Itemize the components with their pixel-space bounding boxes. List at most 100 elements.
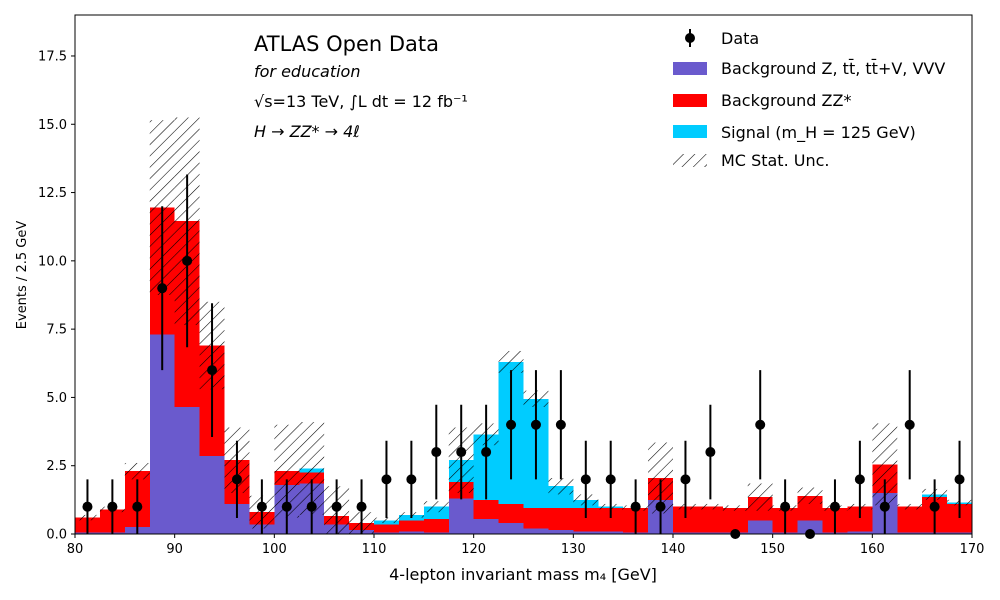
unc-band-bin25 — [697, 503, 723, 510]
unc-band-bin2 — [124, 462, 150, 480]
data-point-19 — [555, 419, 566, 430]
data-point-7 — [256, 501, 267, 512]
data-point-12 — [381, 474, 392, 485]
bar-series0-bin18 — [523, 528, 549, 534]
unc-band-bin12 — [374, 517, 399, 524]
data-point-14 — [431, 447, 442, 458]
data-point-27 — [755, 419, 766, 430]
data-point-16 — [481, 447, 492, 458]
data-point-13 — [406, 474, 417, 485]
y-tick-label-3: 7.5 — [46, 323, 67, 338]
legend-swatch-mc-stat-unc — [673, 154, 707, 167]
bar-series0-bin14 — [423, 532, 449, 534]
data-point-8 — [281, 501, 292, 512]
bar-series0-bin24 — [673, 532, 698, 534]
data-point-23 — [655, 501, 666, 512]
legend-label-background-zz: Background ZZ* — [721, 91, 851, 110]
bar-series0-bin17 — [498, 523, 524, 534]
bar-series1-bin33 — [897, 506, 923, 533]
x-tick-label-4: 120 — [461, 542, 486, 557]
data-point-22 — [630, 501, 641, 512]
x-tick-label-3: 110 — [362, 542, 387, 557]
bar-series0-bin31 — [847, 531, 873, 534]
data-point-17 — [506, 419, 517, 430]
y-tick-label-7: 17.5 — [38, 49, 67, 64]
process-label: H → ZZ* → 4ℓ — [254, 122, 360, 141]
data-point-20 — [580, 474, 591, 485]
data-point-25 — [705, 447, 716, 458]
data-point-1 — [107, 501, 118, 512]
bar-series1-bin12 — [374, 524, 399, 533]
atlas-subtitle: for education — [254, 62, 360, 81]
bar-series0-bin16 — [473, 518, 499, 534]
x-tick-label-9: 170 — [960, 542, 985, 557]
data-point-33 — [904, 419, 915, 430]
bar-series0-bin33 — [897, 532, 923, 534]
bar-series1-bin18 — [523, 508, 549, 529]
legend-swatch-background-zz — [673, 94, 707, 107]
bar-series1-bin26 — [722, 508, 748, 533]
data-point-3 — [157, 283, 168, 294]
y-tick-label-2: 5.0 — [46, 391, 67, 406]
bar-series1-bin13 — [398, 520, 424, 532]
bar-series1-bin16 — [473, 499, 499, 519]
bar-series1-bin21 — [598, 508, 624, 532]
legend-label-background-other: Background Z, tt̄, tt̄+V, VVV — [721, 59, 945, 78]
bar-series1-bin17 — [498, 503, 524, 524]
x-tick-label-6: 140 — [661, 542, 686, 557]
bar-series1-bin20 — [573, 508, 599, 532]
data-point-5 — [207, 365, 218, 376]
legend-swatch-background-other — [673, 62, 707, 75]
bar-series1-bin19 — [548, 508, 574, 530]
y-tick-label-6: 15.0 — [38, 118, 67, 133]
data-point-28 — [780, 501, 791, 512]
bar-series0-bin15 — [448, 498, 474, 534]
bar-series0-bin20 — [573, 531, 599, 534]
bar-series0-bin13 — [398, 531, 424, 534]
legend-swatch-signal — [673, 125, 707, 138]
data-point-11 — [356, 501, 367, 512]
legend: Data Background Z, tt̄, tt̄+V, VVV Backg… — [673, 29, 945, 170]
y-tick-label-1: 2.5 — [46, 459, 67, 474]
x-axis-label: 4-lepton invariant mass m₄ [GeV] — [389, 565, 657, 584]
unc-band-bin29 — [797, 487, 823, 504]
x-tick-label-5: 130 — [561, 542, 586, 557]
data-point-2 — [132, 501, 143, 512]
atlas-title: ATLAS Open Data — [254, 32, 439, 56]
data-point-18 — [530, 419, 541, 430]
legend-label-data: Data — [721, 29, 759, 48]
plot-frame — [74, 14, 973, 535]
energy-lumi-label: √s=13 TeV, ∫L dt = 12 fb⁻¹ — [254, 92, 468, 111]
bar-series0-bin27 — [747, 520, 773, 534]
plot-area — [75, 117, 972, 539]
unc-band-bin27 — [747, 483, 773, 511]
bar-series0-bin4 — [174, 406, 200, 534]
x-tick-label-7: 150 — [760, 542, 785, 557]
data-point-9 — [306, 501, 317, 512]
data-point-31 — [854, 474, 865, 485]
x-tick-label-8: 160 — [860, 542, 885, 557]
y-tick-label-0: 0.0 — [46, 528, 67, 543]
data-point-10 — [331, 501, 342, 512]
y-tick-label-4: 10.0 — [38, 254, 67, 269]
x-tick-label-2: 100 — [262, 542, 287, 557]
bar-series0-bin21 — [598, 531, 624, 534]
bar-series0-bin12 — [374, 532, 399, 534]
unc-band-bin17 — [498, 350, 524, 373]
x-tick-label-1: 90 — [166, 542, 183, 557]
data-point-35 — [954, 474, 965, 485]
unc-band-bin14 — [423, 501, 449, 513]
unc-band-bin33 — [897, 503, 923, 510]
y-axis-label: Events / 2.5 GeV — [15, 221, 30, 330]
y-tick-label-5: 12.5 — [38, 186, 67, 201]
unc-band-bin26 — [722, 505, 748, 511]
bar-series1-bin14 — [423, 518, 449, 533]
bar-series0-bin5 — [199, 456, 225, 534]
data-point-30 — [829, 501, 840, 512]
legend-label-signal: Signal (m_H = 125 GeV) — [721, 123, 916, 143]
unc-band-bin19 — [548, 478, 574, 495]
bar-series1-bin25 — [697, 506, 723, 533]
data-point-15 — [456, 447, 467, 458]
bar-series0-bin35 — [947, 532, 972, 534]
